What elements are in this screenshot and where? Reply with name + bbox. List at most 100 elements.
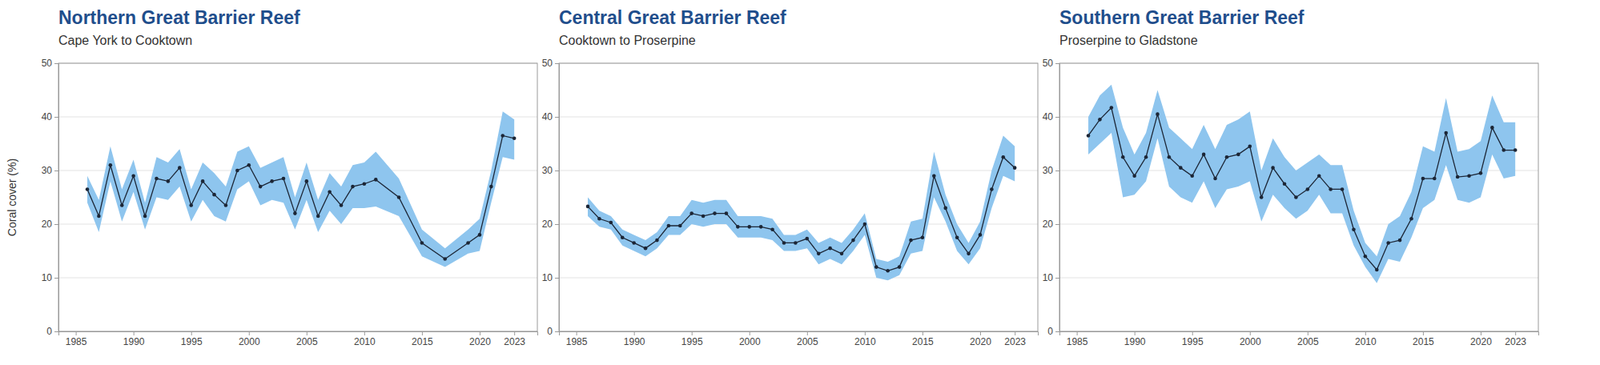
- point: [327, 190, 332, 195]
- x-tick-mark: [1192, 331, 1194, 336]
- point: [442, 257, 447, 262]
- point: [1467, 173, 1472, 178]
- x-tick: 2000: [1239, 331, 1262, 348]
- x-tick-label: 2020: [969, 336, 992, 348]
- y-tick-label: 10: [41, 272, 53, 284]
- point: [143, 214, 148, 219]
- x-tick: 1985: [566, 331, 588, 348]
- point: [908, 238, 913, 243]
- x-tick: 2023: [1504, 331, 1527, 348]
- point: [1306, 187, 1311, 192]
- x-tick-label: 2005: [1297, 336, 1319, 348]
- x-tick-mark: [514, 331, 515, 336]
- y-tick-mark: [54, 63, 59, 65]
- point: [478, 233, 483, 238]
- y-tick-mark: [1055, 224, 1060, 226]
- y-tick-mark: [554, 116, 559, 118]
- point: [1398, 238, 1403, 243]
- x-tick-mark: [1307, 331, 1309, 336]
- x-tick: 1990: [123, 331, 145, 348]
- x-tick-mark: [1480, 331, 1482, 336]
- y-tick-mark: [1055, 116, 1060, 118]
- x-tick-label: 2015: [411, 336, 434, 348]
- point: [1270, 165, 1275, 170]
- y-tick-mark: [54, 170, 59, 172]
- line: [1088, 108, 1516, 270]
- point: [224, 203, 229, 208]
- point: [1351, 227, 1356, 232]
- point: [397, 195, 402, 200]
- x-tick-label: 1990: [123, 336, 145, 348]
- point: [1443, 131, 1448, 136]
- x-tick: 1985: [1066, 331, 1089, 348]
- point: [500, 133, 505, 138]
- y-tick: 20: [542, 218, 559, 230]
- point: [269, 179, 274, 184]
- x-axis: 198519901995200020052010201520202023: [1060, 331, 1540, 348]
- point: [1374, 268, 1379, 273]
- x-tick: 1995: [180, 331, 203, 348]
- x-tick-label: 2023: [1504, 336, 1527, 348]
- grid-line: [558, 116, 1038, 118]
- grid: [1059, 63, 1539, 332]
- y-tick-mark: [54, 224, 59, 226]
- y-tick-mark: [554, 170, 559, 172]
- x-tick-mark: [364, 331, 366, 336]
- x-axis: 198519901995200020052010201520202023: [559, 331, 1039, 348]
- y-tick: 40: [1042, 111, 1060, 123]
- point: [943, 206, 948, 211]
- y-tick-label: 40: [542, 111, 554, 123]
- x-tick: 2023: [1004, 331, 1026, 348]
- y-tick-label: 50: [41, 57, 53, 69]
- x-tick: 2023: [503, 331, 526, 348]
- y-tick-label: 20: [41, 218, 53, 230]
- y-tick: 30: [41, 164, 59, 177]
- panel: Northern Great Barrier ReefCape York to …: [5, 7, 539, 348]
- chart-canvas: Northern Great Barrier ReefCape York to …: [0, 0, 1600, 365]
- point: [643, 246, 648, 251]
- y-tick-mark: [54, 277, 59, 279]
- point: [1121, 155, 1126, 160]
- y-tick-mark: [554, 277, 559, 279]
- point: [1340, 187, 1345, 192]
- point: [1247, 144, 1252, 149]
- x-tick-label: 1985: [566, 336, 588, 348]
- point: [85, 187, 90, 192]
- x-tick: 1985: [65, 331, 88, 348]
- x-tick-label: 2000: [1239, 336, 1262, 348]
- grid-line: [1059, 224, 1539, 226]
- point: [1363, 254, 1368, 259]
- x-tick: 2010: [1354, 331, 1377, 348]
- grid: [558, 63, 1038, 332]
- point: [920, 235, 925, 240]
- y-tick: 50: [1042, 57, 1060, 69]
- point: [339, 203, 344, 208]
- point: [1386, 241, 1391, 246]
- point: [316, 214, 321, 219]
- x-tick-label: 2005: [296, 336, 318, 348]
- plot-area: [1086, 84, 1518, 284]
- point: [863, 222, 868, 227]
- point: [212, 192, 217, 197]
- x-tick: 2005: [1297, 331, 1319, 348]
- point: [281, 176, 286, 181]
- y-tick: 40: [41, 111, 59, 123]
- x-tick-label: 1990: [1124, 336, 1146, 348]
- x-tick-label: 2015: [912, 336, 934, 348]
- y-tick-label: 0: [546, 325, 553, 338]
- plot-frame: [58, 63, 538, 332]
- point: [1178, 165, 1183, 170]
- line: [87, 135, 515, 259]
- point: [851, 238, 856, 243]
- x-tick-mark: [691, 331, 693, 336]
- point: [793, 241, 798, 246]
- x-tick-mark: [749, 331, 751, 336]
- x-tick-mark: [807, 331, 809, 336]
- plot-area: [586, 135, 1018, 281]
- y-tick-label: 30: [41, 164, 53, 177]
- point: [1097, 117, 1102, 122]
- point: [166, 179, 171, 184]
- x-tick: 2000: [238, 331, 261, 348]
- title: Central Great Barrier Reef: [558, 7, 787, 29]
- y-tick-mark: [54, 116, 59, 118]
